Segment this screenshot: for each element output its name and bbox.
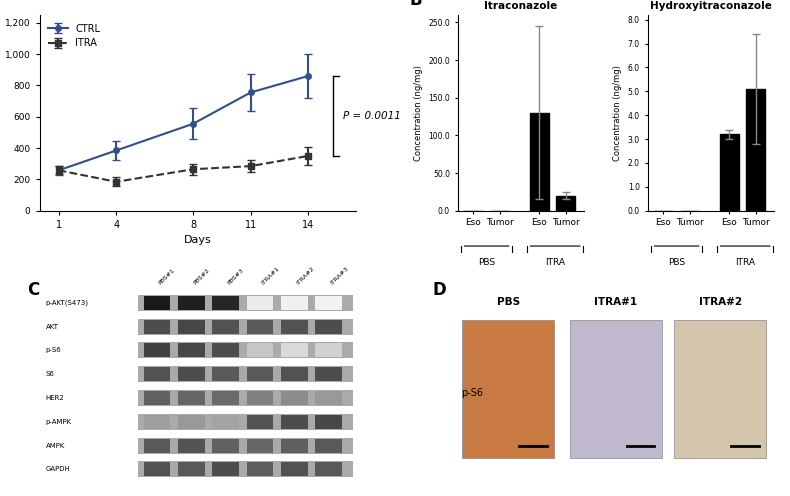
Bar (280, 415, 307, 429)
Y-axis label: Concentration (ng/mg): Concentration (ng/mg) (414, 65, 423, 161)
Bar (137, 295, 353, 311)
Bar (315, 367, 342, 381)
Bar (137, 437, 353, 454)
Text: ITRA#3: ITRA#3 (329, 266, 349, 286)
Bar (315, 415, 342, 429)
Bar (747, 89, 765, 211)
Bar (315, 438, 342, 453)
Text: p-AMPK: p-AMPK (46, 419, 72, 425)
Bar (246, 367, 273, 381)
Legend: CTRL, ITRA: CTRL, ITRA (44, 20, 104, 53)
Text: PBS: PBS (497, 297, 520, 307)
Text: ITRA#2: ITRA#2 (699, 297, 742, 307)
Bar (213, 367, 239, 381)
Bar (137, 414, 353, 430)
Text: D: D (432, 281, 446, 299)
Bar (144, 415, 171, 429)
Y-axis label: Concentration (ng/mg): Concentration (ng/mg) (613, 65, 623, 161)
Text: B: B (409, 0, 422, 9)
Bar (137, 342, 353, 359)
Bar (213, 319, 239, 334)
Bar (178, 296, 205, 310)
Bar (280, 367, 307, 381)
Bar (213, 438, 239, 453)
Text: ITRA#1: ITRA#1 (594, 297, 638, 307)
Bar (137, 390, 353, 406)
Text: ITRA: ITRA (545, 258, 565, 267)
Bar (144, 367, 171, 381)
Bar (246, 296, 273, 310)
Bar (246, 415, 273, 429)
Bar (178, 343, 205, 358)
Bar (178, 319, 205, 334)
Bar (315, 343, 342, 358)
Bar (213, 343, 239, 358)
Bar (178, 415, 205, 429)
Text: P = 0.0011: P = 0.0011 (343, 111, 401, 121)
Bar (144, 391, 171, 405)
Bar (315, 319, 342, 334)
Title: Hydroxyitraconazole: Hydroxyitraconazole (650, 1, 772, 11)
Bar (246, 319, 273, 334)
Text: p-AKT(S473): p-AKT(S473) (46, 300, 88, 306)
Bar (315, 462, 342, 477)
Text: PBS: PBS (668, 258, 685, 267)
Bar (137, 318, 353, 335)
Text: AMPK: AMPK (46, 442, 66, 448)
Title: Itraconazole: Itraconazole (484, 1, 558, 11)
Bar (178, 367, 205, 381)
Bar (144, 438, 171, 453)
Bar (280, 296, 307, 310)
Bar (246, 391, 273, 405)
Text: PBS#2: PBS#2 (192, 268, 211, 286)
Bar (280, 438, 307, 453)
Bar (144, 319, 171, 334)
Text: S6: S6 (46, 371, 55, 377)
Text: ITRA: ITRA (735, 258, 755, 267)
Bar (530, 113, 548, 211)
Text: p-S6: p-S6 (461, 388, 483, 398)
Bar (213, 296, 239, 310)
Bar (720, 134, 739, 211)
Text: PBS#3: PBS#3 (227, 268, 245, 286)
Bar (280, 391, 307, 405)
Bar (246, 438, 273, 453)
Bar (213, 391, 239, 405)
Text: ITRA#2: ITRA#2 (295, 266, 315, 286)
Bar (315, 391, 342, 405)
X-axis label: Days: Days (184, 236, 212, 246)
Bar (137, 461, 353, 477)
Bar (280, 462, 307, 477)
Bar (280, 343, 307, 358)
Bar (144, 343, 171, 358)
Text: p-S6: p-S6 (46, 347, 62, 354)
Text: GAPDH: GAPDH (46, 466, 70, 472)
Bar (213, 462, 239, 477)
Text: C: C (27, 281, 39, 299)
Bar (556, 196, 575, 211)
Bar (178, 438, 205, 453)
Bar (137, 366, 353, 382)
Bar (213, 415, 239, 429)
Bar (246, 343, 273, 358)
Text: PBS#1: PBS#1 (158, 268, 176, 286)
Text: AKT: AKT (46, 323, 58, 330)
Text: PBS: PBS (478, 258, 495, 267)
Text: ITRA#1: ITRA#1 (261, 266, 280, 286)
Bar (178, 462, 205, 477)
Bar (246, 462, 273, 477)
Bar (144, 296, 171, 310)
Bar (178, 391, 205, 405)
Bar (315, 296, 342, 310)
Text: HER2: HER2 (46, 395, 65, 401)
Bar (144, 462, 171, 477)
Bar (280, 319, 307, 334)
